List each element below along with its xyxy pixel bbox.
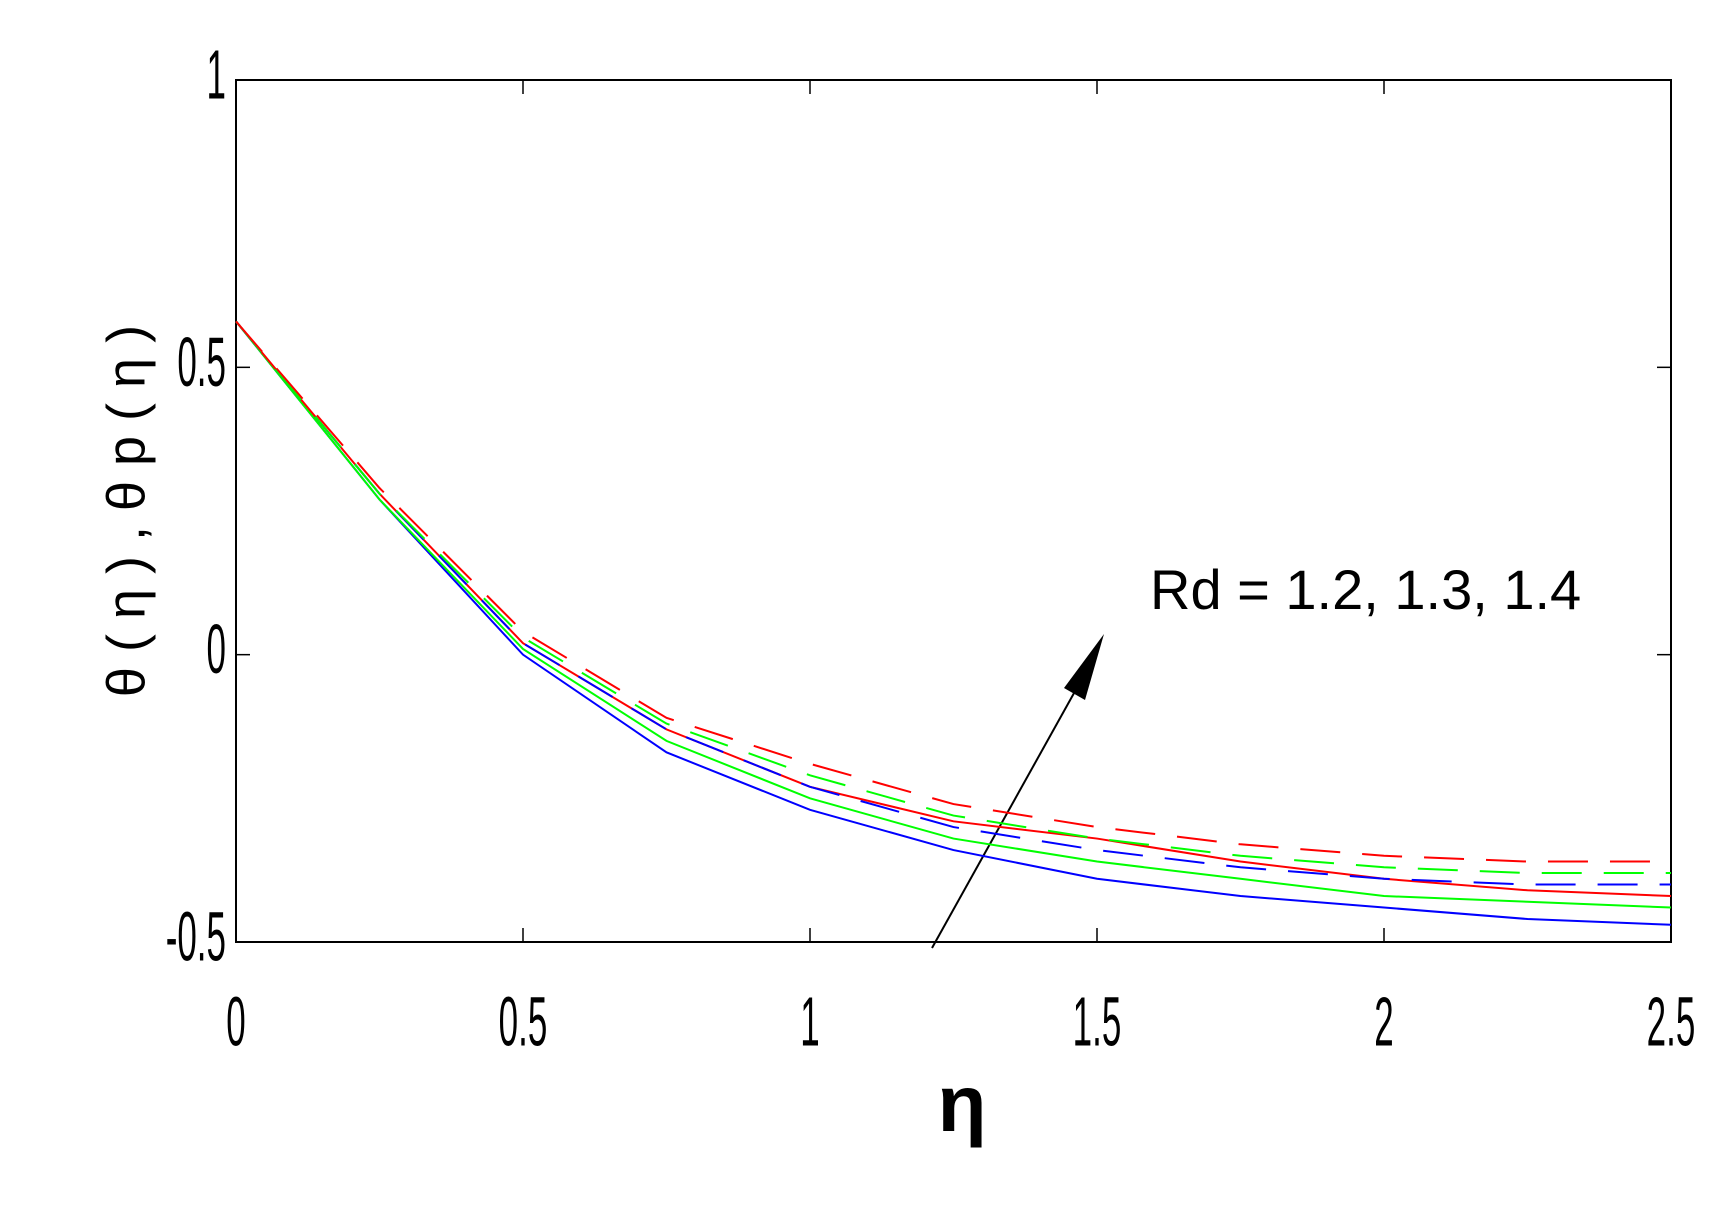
data-line: [235, 320, 1671, 875]
plot-frame: [235, 79, 1672, 943]
x-tick-label: 2.5: [1647, 982, 1696, 1060]
data-line: [235, 320, 1672, 898]
data-line: [235, 320, 1671, 863]
x-tick-label: 1: [800, 982, 819, 1060]
x-tick-label: 0: [226, 982, 245, 1060]
data-line: [235, 320, 1672, 926]
data-line: [235, 320, 1672, 909]
annotation: Rd = 1.2, 1.3, 1.4: [1150, 558, 1581, 621]
y-tick-label: 1: [207, 35, 226, 113]
y-tick-label: -0.5: [166, 897, 226, 975]
annotation-arrow: [931, 649, 1099, 949]
x-tick-label: 1.5: [1073, 982, 1122, 1060]
data-line: [235, 320, 1671, 886]
x-tick-label: 0.5: [499, 982, 548, 1060]
x-tick-label: 2: [1374, 982, 1393, 1060]
x-axis-label: η: [938, 1059, 987, 1148]
y-tick-label: 0.5: [177, 323, 226, 401]
y-axis-label: θ ( η ) , θ p ( η ): [96, 325, 156, 697]
arrow-head: [1064, 634, 1104, 700]
y-tick-label: 0: [207, 610, 226, 688]
